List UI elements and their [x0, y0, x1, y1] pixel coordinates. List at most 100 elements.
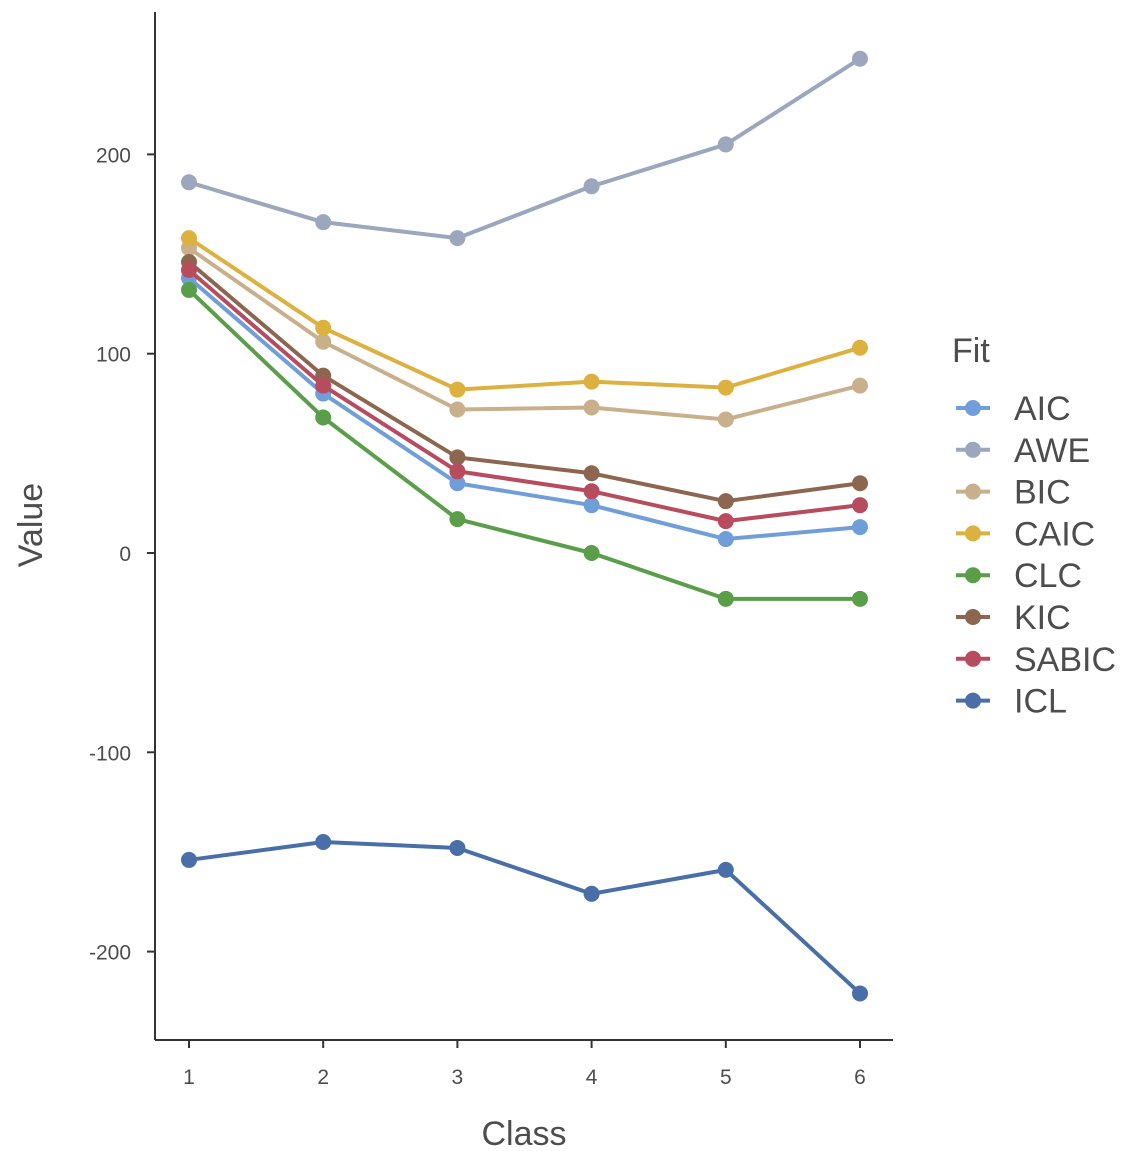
- data-point-clc: [315, 409, 332, 426]
- y-tick-label: 200: [96, 144, 131, 167]
- data-point-awe: [315, 214, 332, 231]
- legend-label: ICL: [1014, 683, 1067, 721]
- data-point-caic: [717, 379, 734, 396]
- legend-item-caic: CAIC: [956, 515, 1095, 553]
- legend-swatch-point: [965, 650, 981, 667]
- data-point-icl: [449, 839, 466, 856]
- data-point-bic: [717, 411, 734, 428]
- data-point-kic: [852, 475, 868, 492]
- data-point-icl: [852, 985, 868, 1002]
- y-tick-label: -100: [89, 742, 131, 765]
- x-tick-label: 4: [586, 1066, 598, 1089]
- series-caic: [181, 230, 868, 398]
- data-point-awe: [852, 50, 868, 67]
- series-awe: [181, 50, 868, 247]
- legend-label: AWE: [1014, 432, 1090, 470]
- legend-swatch-point: [965, 567, 981, 584]
- legend-title: Fit: [952, 332, 990, 370]
- x-tick-label: 1: [183, 1066, 195, 1089]
- legend-item-clc: CLC: [956, 557, 1082, 595]
- x-tick-label: 6: [854, 1066, 866, 1089]
- data-point-sabic: [583, 483, 600, 500]
- data-point-aic: [449, 475, 466, 492]
- data-point-caic: [315, 319, 332, 336]
- data-point-bic: [449, 401, 466, 418]
- legend-swatch-point: [965, 609, 981, 625]
- legend-swatch-point: [965, 692, 981, 709]
- data-point-sabic: [181, 261, 197, 278]
- data-point-aic: [852, 519, 868, 536]
- legend-swatch-point: [965, 525, 981, 542]
- y-axis-ticks: -200 -100 0 100 200: [89, 144, 155, 965]
- data-point-sabic: [717, 513, 734, 530]
- series-line-bic: [187, 246, 862, 422]
- data-point-clc: [449, 511, 466, 528]
- data-point-sabic: [315, 377, 332, 394]
- data-point-sabic: [852, 497, 868, 514]
- series-line-caic: [187, 236, 862, 392]
- series-sabic: [181, 261, 868, 530]
- series-line-kic: [187, 260, 862, 504]
- data-point-awe: [583, 178, 600, 195]
- data-point-icl: [181, 851, 197, 868]
- x-tick-label: 2: [317, 1066, 329, 1089]
- y-tick-label: 0: [119, 543, 131, 566]
- x-axis-title: Class: [481, 1115, 566, 1151]
- data-point-icl: [315, 833, 332, 850]
- x-tick-label: 5: [720, 1066, 732, 1089]
- data-point-bic: [315, 333, 332, 350]
- legend-swatch-point: [965, 400, 981, 416]
- data-point-bic: [852, 377, 868, 394]
- series-line-awe: [187, 56, 862, 241]
- data-point-sabic: [449, 463, 466, 480]
- series-clc: [181, 281, 868, 607]
- legend-item-icl: ICL: [956, 683, 1067, 721]
- series-bic: [181, 240, 868, 428]
- series-line-icl: [187, 839, 862, 996]
- legend-swatch-point: [965, 483, 981, 500]
- legend-item-sabic: SABIC: [956, 641, 1116, 679]
- data-point-awe: [717, 136, 734, 153]
- data-point-icl: [717, 861, 734, 878]
- data-point-clc: [852, 590, 868, 607]
- series-layer: [181, 50, 868, 1002]
- data-point-caic: [583, 373, 600, 390]
- x-tick-label: 3: [452, 1066, 464, 1089]
- data-point-bic: [583, 399, 600, 416]
- data-point-aic: [717, 531, 734, 548]
- data-point-awe: [181, 174, 197, 191]
- data-point-kic: [717, 493, 734, 510]
- series-line-clc: [187, 287, 862, 601]
- data-point-caic: [449, 381, 466, 398]
- series-line-aic: [187, 275, 862, 542]
- y-tick-label: 100: [96, 344, 131, 367]
- series-line-sabic: [187, 267, 862, 524]
- y-tick-label: -200: [89, 942, 131, 965]
- data-point-kic: [583, 465, 600, 482]
- data-point-caic: [181, 230, 197, 247]
- x-axis-ticks: 1 2 3 4 5 6: [183, 1040, 866, 1089]
- data-point-icl: [583, 885, 600, 902]
- y-axis-title: Value: [12, 483, 50, 567]
- data-point-clc: [583, 545, 600, 561]
- legend-item-aic: AIC: [956, 390, 1071, 428]
- legend-label: CLC: [1014, 557, 1082, 595]
- legend-label: KIC: [1014, 599, 1071, 637]
- legend-label: BIC: [1014, 474, 1071, 512]
- data-point-kic: [449, 449, 466, 466]
- series-icl: [181, 833, 868, 1002]
- legend-label: SABIC: [1014, 641, 1116, 679]
- legend-swatch-point: [965, 441, 981, 458]
- data-point-clc: [181, 281, 197, 298]
- axes: -200 -100 0 100 200 1 2 3 4 5 6: [89, 12, 893, 1089]
- legend-label: AIC: [1014, 390, 1071, 428]
- legend-label: CAIC: [1014, 515, 1095, 553]
- data-point-caic: [852, 339, 868, 356]
- legend-item-bic: BIC: [956, 474, 1071, 512]
- legend-item-kic: KIC: [956, 599, 1071, 637]
- data-point-awe: [449, 230, 466, 247]
- data-point-clc: [717, 590, 734, 607]
